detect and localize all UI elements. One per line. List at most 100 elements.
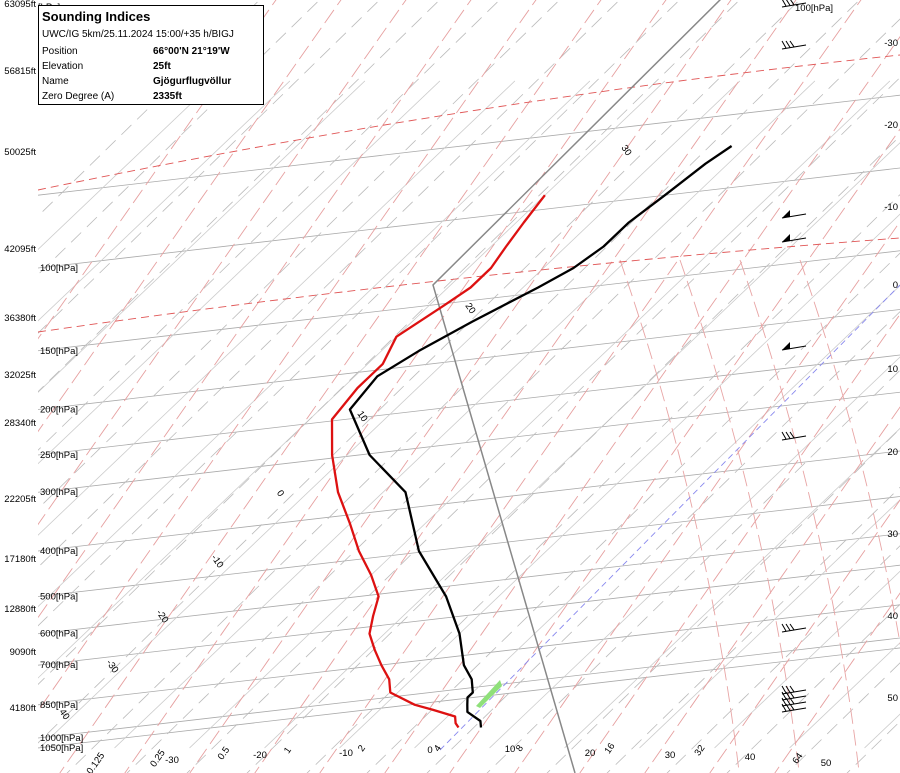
wind-barb-flag: [781, 0, 787, 7]
pressure-tick-label: 600[hPa]: [40, 629, 78, 640]
wind-barb: [781, 0, 807, 8]
adiabat-line: [186, 77, 900, 773]
altitude-tick-label: 56815ft: [4, 66, 36, 77]
isotherm-line: [264, 142, 900, 749]
moist-adiabat-line: [319, 0, 862, 773]
isotherm-line: [189, 80, 891, 749]
wind-barb-staff: [781, 44, 807, 50]
adiabat-line: [66, 0, 861, 773]
saturated-adiabat-line: [619, 259, 740, 773]
mixing-ratio-tick-label: 2: [356, 743, 368, 754]
adiabat-line: [38, 0, 381, 334]
info-label: Name: [42, 76, 69, 87]
isotherm-tick-label: -20: [154, 608, 171, 626]
moist-adiabat-line: [514, 220, 900, 773]
altitude-tick-label: 9090ft: [10, 647, 37, 658]
wind-barb: [781, 234, 807, 243]
pressure-tick-label: 100[hPa]: [40, 263, 78, 274]
right-scale-label: 10: [887, 364, 898, 375]
temperature-tick-label: 20: [585, 748, 596, 759]
cape-area: [476, 680, 502, 708]
wind-barb: [781, 623, 807, 633]
adiabat-line: [38, 0, 501, 451]
adiabat-line: [38, 0, 261, 217]
reference-level-line: [38, 237, 900, 333]
isotherm-line: [38, 80, 441, 465]
sounding-info-box: Sounding Indices UWC/IG 5km/25.11.2024 1…: [38, 5, 264, 105]
wind-barb-flag: [785, 431, 791, 439]
saturated-adiabat-line: [739, 259, 860, 773]
adiabat-line: [126, 18, 900, 773]
isotherm-line: [38, 80, 666, 679]
temperature-tick-label: 30: [665, 750, 676, 761]
wind-barb-flag: [781, 691, 787, 700]
pressure-tick-label: 200[hPa]: [40, 404, 78, 415]
isotherm-line: [38, 80, 516, 536]
wind-barb-flag: [785, 703, 791, 711]
wind-barb-flag: [789, 697, 795, 705]
reference-level-line: [38, 54, 900, 191]
wind-barb-staff: [781, 2, 807, 8]
mixing-ratio-tick-label: 1: [282, 745, 294, 756]
moist-adiabat-line: [38, 0, 342, 433]
wind-barb-flag: [789, 685, 795, 693]
moist-adiabat-line: [384, 36, 900, 773]
adiabat-line: [306, 194, 900, 773]
pressure-tick-label: 400[hPa]: [40, 546, 78, 557]
info-title: Sounding Indices: [42, 9, 151, 24]
sounding-curves: [330, 145, 733, 729]
pressure-tick-label: 250[hPa]: [40, 450, 78, 461]
altitude-tick-label: 42095ft: [4, 244, 36, 255]
right-scale-label: 40: [887, 611, 898, 622]
info-label: Zero Degree (A): [42, 91, 115, 102]
wind-barb: [781, 210, 807, 219]
info-label: Elevation: [42, 61, 84, 72]
altitude-tick-label: 36380ft: [4, 313, 36, 324]
moist-adiabat-line: [189, 0, 732, 773]
altitude-tick-label: 17180ft: [4, 554, 36, 565]
temperature-tick-label: 10: [505, 744, 516, 755]
isotherm-line: [114, 80, 816, 749]
info-subtitle: UWC/IG 5km/25.11.2024 15:00/+35 h/BIGJ: [42, 29, 234, 40]
adiabat-line: [486, 369, 900, 773]
adiabat-line: [38, 0, 321, 276]
wind-barb: [781, 703, 807, 713]
adiabat-line: [38, 0, 681, 627]
moist-adiabat-line: [579, 313, 900, 773]
isotherm-tick-label: 10: [355, 409, 370, 424]
mixing-ratio-tick-label: 0.125: [85, 751, 108, 773]
wind-barb-pennant: [782, 342, 790, 350]
wind-barb: [781, 691, 807, 701]
isotherm-tick-label: 30: [619, 143, 634, 158]
parcel-line: [432, 0, 721, 773]
isotherm-line: [789, 642, 900, 749]
wind-barb-flag: [781, 431, 787, 440]
altitude-tick-label: 22205ft: [4, 494, 36, 505]
wind-barb: [781, 697, 807, 707]
wind-barb-pennant: [782, 210, 790, 218]
adiabat-line: [366, 252, 900, 773]
adiabat-line: [426, 311, 900, 773]
adiabat-line: [606, 486, 900, 773]
wind-barb: [781, 342, 807, 351]
isotherm-line: [38, 80, 591, 608]
temperature-curve: [330, 194, 546, 729]
isotherm-line: [38, 80, 291, 322]
info-value: 25ft: [153, 61, 171, 72]
isotherm-line: [564, 427, 900, 749]
adiabat-line: [38, 0, 741, 685]
isotherm-line: [38, 80, 216, 250]
isotherm-tick-label: -30: [104, 658, 121, 676]
moist-adiabat-line: [254, 0, 797, 773]
isobar-line: [38, 637, 900, 739]
isotherm-line: [639, 499, 900, 749]
info-value: Gjögurflugvöllur: [153, 76, 232, 87]
isotherm-line: [414, 285, 900, 749]
temperature-tick-label: -30: [165, 755, 179, 766]
wind-barb-flag: [789, 431, 795, 439]
mixing-ratio-tick-label: 32: [692, 743, 707, 758]
wind-barb-flag: [781, 40, 787, 49]
moist-adiabat-line: [38, 0, 472, 619]
isotherm-line: [714, 570, 900, 749]
